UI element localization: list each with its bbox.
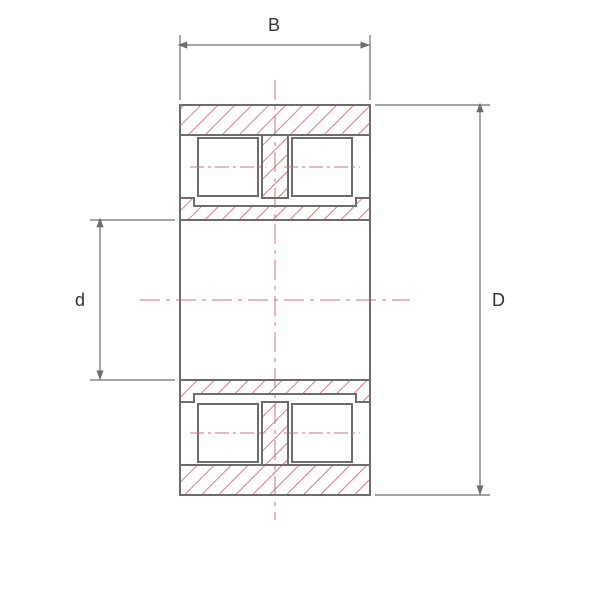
outer-ring-top — [180, 105, 370, 135]
inner-ring-bottom — [180, 380, 370, 402]
bearing-section-diagram — [0, 0, 600, 600]
outer-guide-bottom — [262, 402, 288, 465]
label-D: D — [492, 290, 505, 311]
label-d: d — [75, 290, 85, 311]
label-B: B — [268, 15, 280, 36]
outer-ring-bottom — [180, 465, 370, 495]
